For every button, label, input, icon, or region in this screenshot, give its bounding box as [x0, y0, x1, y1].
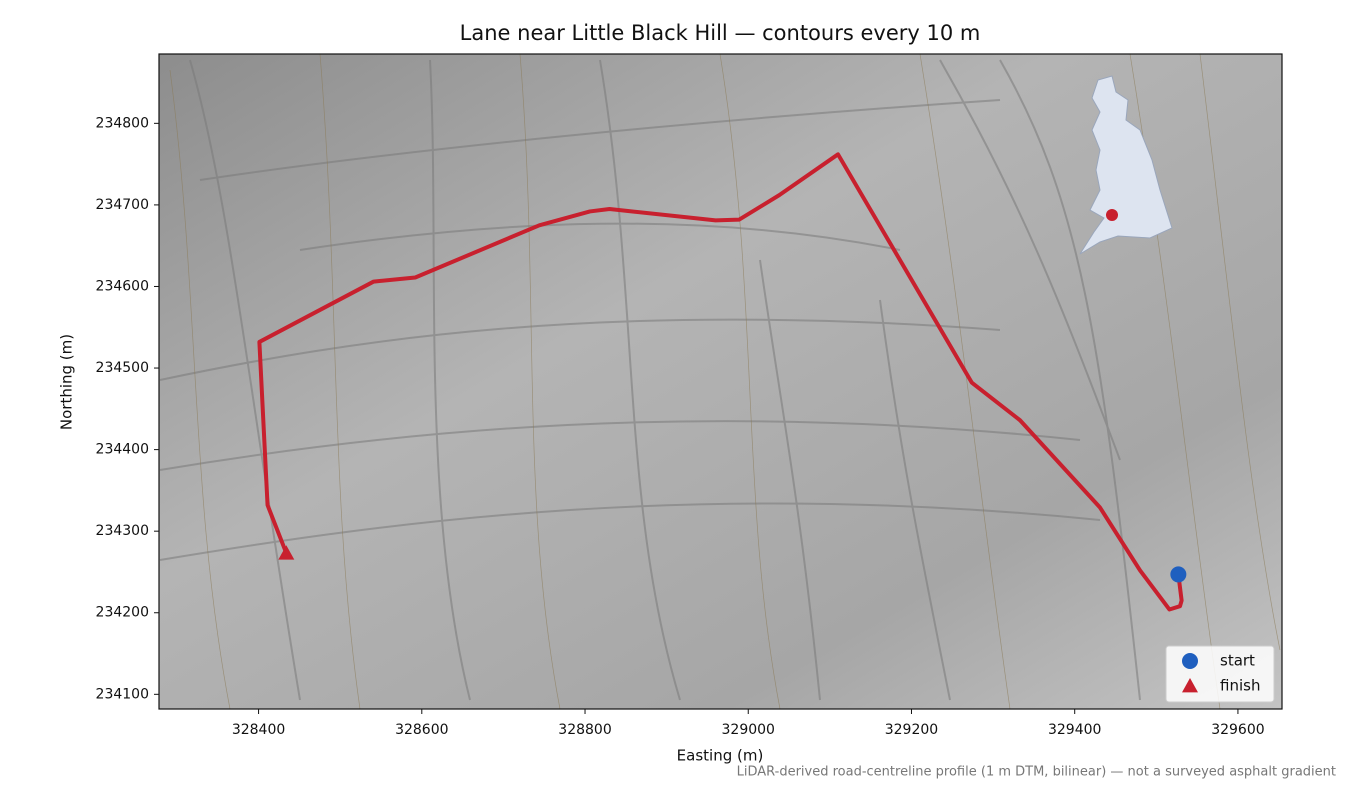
footnote: LiDAR-derived road-centreline profile (1…: [737, 765, 1336, 780]
chart-title: Lane near Little Black Hill — contours e…: [460, 21, 981, 45]
x-tick-label: 329200: [885, 722, 938, 738]
x-axis-label: Easting (m): [677, 747, 764, 765]
legend-swatch: [1182, 678, 1198, 693]
x-tick-label: 328600: [395, 722, 448, 738]
y-tick-label: 234800: [96, 115, 149, 131]
x-tick-label: 329000: [722, 722, 775, 738]
start-marker: [1170, 566, 1187, 583]
hillshade: [159, 54, 1282, 709]
y-tick-label: 234300: [96, 523, 149, 539]
x-tick-label: 328800: [558, 722, 611, 738]
finish-marker: [278, 545, 295, 560]
legend-label: finish: [1220, 677, 1260, 695]
x-tick-label: 328400: [232, 722, 285, 738]
y-tick-label: 234400: [96, 442, 149, 458]
y-tick-label: 234200: [96, 605, 149, 621]
y-tick-label: 234700: [96, 197, 149, 213]
legend-swatch: [1182, 653, 1198, 669]
y-tick-label: 234500: [96, 360, 149, 376]
plot-frame: [158, 53, 1283, 710]
route-line: [257, 152, 1184, 612]
inset-map: [1079, 75, 1173, 255]
x-tick-label: 329600: [1211, 722, 1264, 738]
x-tick-label: 329400: [1048, 722, 1101, 738]
legend-label: start: [1220, 652, 1255, 670]
y-tick-label: 234100: [96, 686, 149, 702]
y-axis-label: Northing (m): [58, 334, 76, 430]
y-tick-label: 234600: [96, 278, 149, 294]
